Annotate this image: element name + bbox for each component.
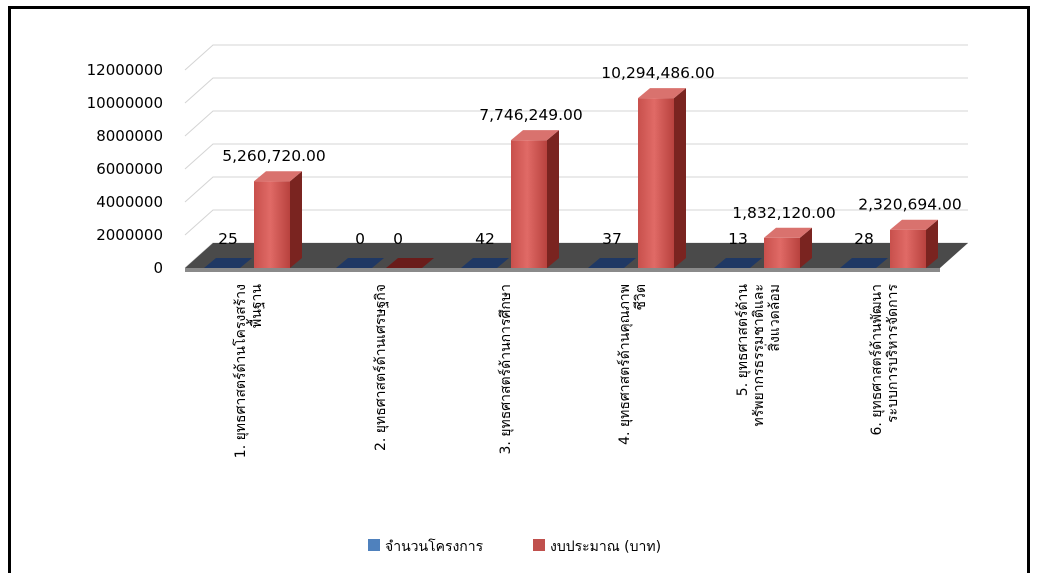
bar-budget <box>511 140 547 268</box>
data-label-projects: 42 <box>475 230 495 248</box>
bar-budget-top <box>254 171 302 182</box>
bar-budget <box>254 181 290 268</box>
x-category-label: 6. ยุทธศาสตร์ด้านพัฒนาระบบการบริหารจัดกา… <box>868 284 901 436</box>
bar-budget-side <box>926 219 938 268</box>
data-label-budget: 5,260,720.00 <box>222 147 326 165</box>
bar-projects <box>714 258 762 268</box>
bar-budget-top <box>638 88 686 99</box>
gridline <box>184 176 968 203</box>
x-category-label: 3. ยุทธศาสตร์ด้านการศึกษา <box>497 284 514 455</box>
data-label-projects: 28 <box>854 230 874 248</box>
bar-projects <box>840 258 888 268</box>
x-category-label: 4. ยุทธศาสตร์ด้านคุณภาพชีวิต <box>616 284 649 445</box>
floor-front <box>185 268 940 272</box>
bar-budget-top <box>511 130 559 141</box>
x-category-label: 2. ยุทธศาสตร์ด้านเศรษฐกิจ <box>372 284 389 451</box>
legend-swatch-budget <box>533 539 545 551</box>
legend-swatch-projects <box>368 539 380 551</box>
gridline <box>184 44 968 71</box>
data-label-projects: 0 <box>355 230 365 248</box>
y-tick-label: 6000000 <box>96 160 163 178</box>
y-tick-label: 2000000 <box>96 226 163 244</box>
gridlines <box>184 44 968 269</box>
y-tick-label: 4000000 <box>96 193 163 211</box>
bar-budget-top <box>764 227 812 238</box>
data-label-projects: 37 <box>602 230 622 248</box>
x-category-label: 1. ยุทธศาสตร์ด้านโครงสร้างพื้นฐาน <box>232 284 265 459</box>
legend: จำนวนโครงการ งบประมาณ (บาท) <box>368 538 661 555</box>
bar-budget <box>764 237 800 268</box>
bar-projects <box>336 258 384 268</box>
data-label-budget: 1,832,120.00 <box>732 204 836 222</box>
data-labels: 25 5,260,720.00 0 0 42 7,746,249.00 37 10,294,4… <box>218 64 962 248</box>
data-label-projects: 13 <box>728 230 748 248</box>
chart-frame <box>8 6 1030 573</box>
x-axis: 1. ยุทธศาสตร์ด้านโครงสร้างพื้นฐาน 2. ยุทธ… <box>232 284 901 459</box>
bar-budget-side <box>674 88 686 268</box>
bar-budget <box>890 229 926 268</box>
bar-budget <box>638 98 674 268</box>
legend-label-projects: จำนวนโครงการ <box>385 538 484 555</box>
bar-budget-side <box>547 130 559 268</box>
bars <box>204 88 938 268</box>
data-label-budget: 0 <box>393 230 403 248</box>
data-label-budget: 10,294,486.00 <box>601 64 714 82</box>
x-category-label: 5. ยุทธศาสตร์ด้านทรัพยากรธรรมชาติและสิ่ง… <box>734 284 783 427</box>
y-axis: 0 2000000 4000000 6000000 8000000 10000000 120… <box>87 61 163 277</box>
y-tick-label: 8000000 <box>96 127 163 145</box>
bar-budget <box>386 258 434 268</box>
y-tick-label: 12000000 <box>87 61 163 79</box>
y-tick-label: 0 <box>153 259 163 277</box>
data-label-projects: 25 <box>218 230 238 248</box>
bar-budget-top <box>890 219 938 230</box>
gridline <box>184 110 968 137</box>
data-label-budget: 7,746,249.00 <box>479 106 583 124</box>
bar-projects <box>461 258 509 268</box>
gridline <box>184 143 968 170</box>
bar-projects <box>588 258 636 268</box>
legend-label-budget: งบประมาณ (บาท) <box>550 539 661 555</box>
bar-budget-side <box>800 227 812 268</box>
bar-budget-side <box>290 171 302 268</box>
y-tick-label: 10000000 <box>87 94 163 112</box>
gridline <box>184 77 968 104</box>
gridline <box>184 209 968 236</box>
bar-projects <box>204 258 252 268</box>
data-label-budget: 2,320,694.00 <box>858 196 962 214</box>
